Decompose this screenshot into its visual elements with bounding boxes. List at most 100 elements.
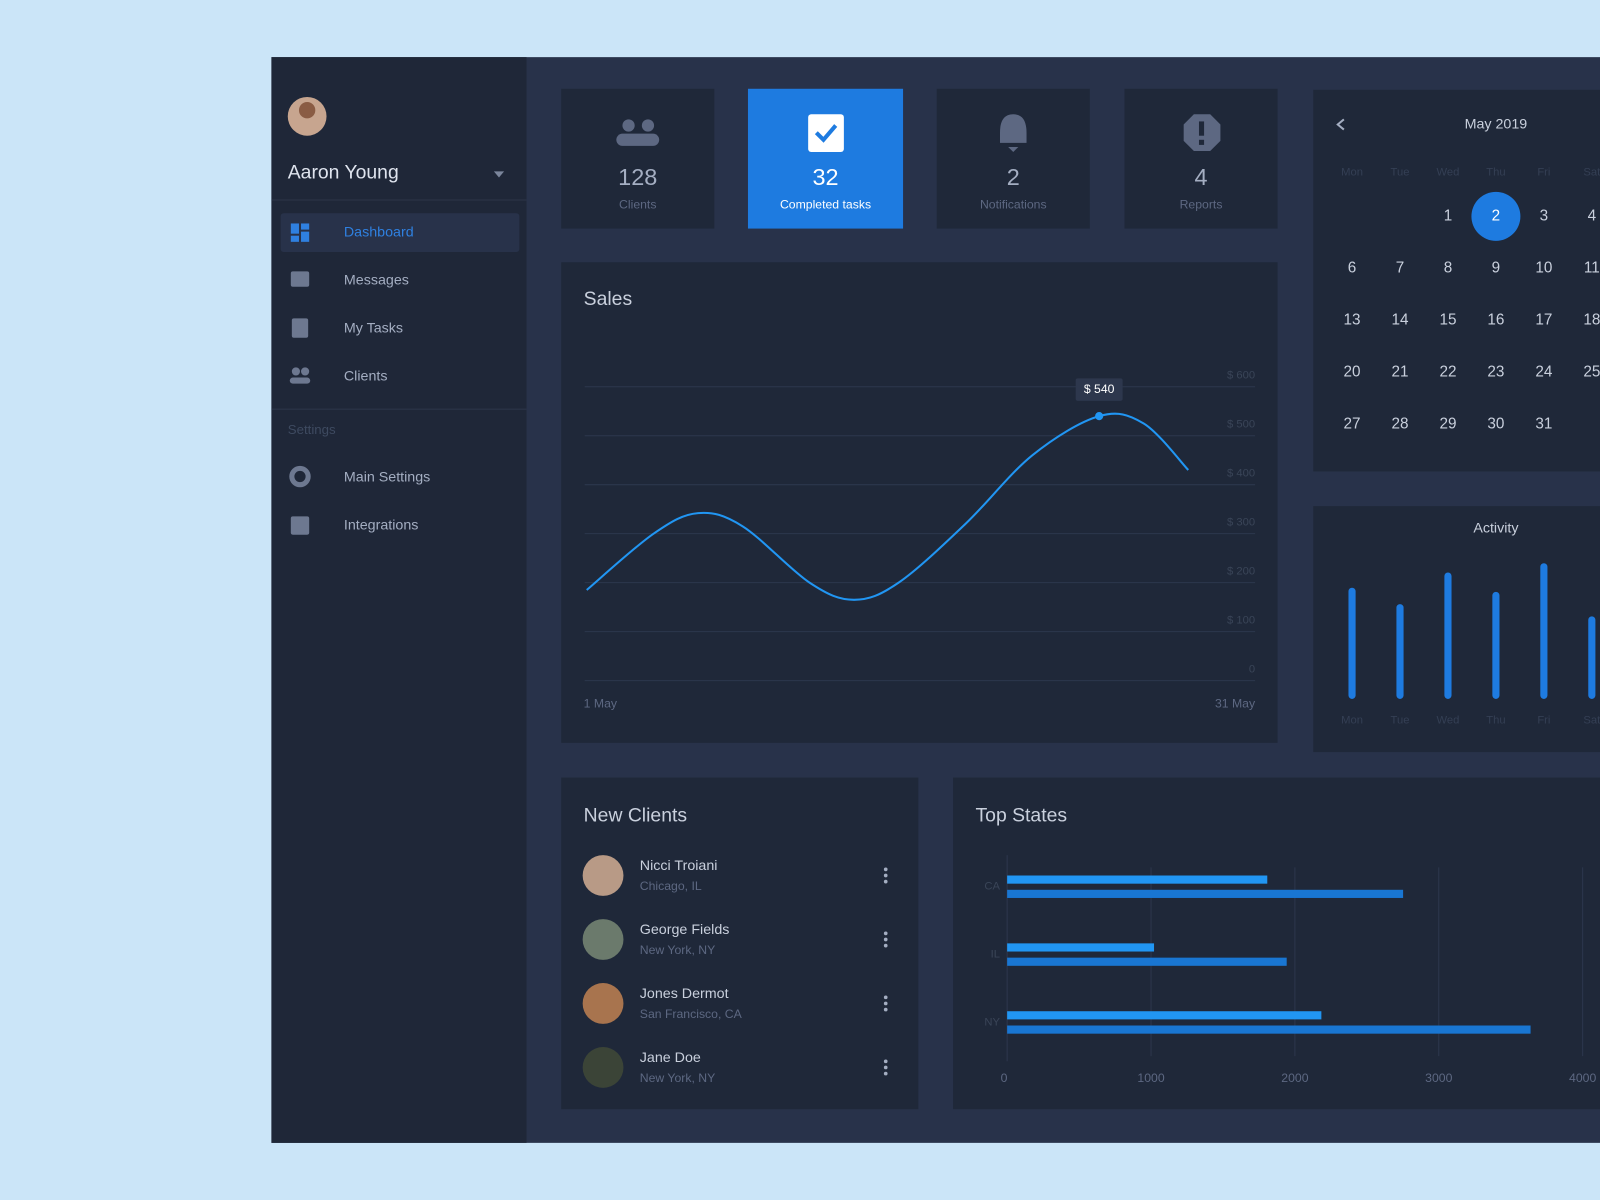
weekday: Thu xyxy=(1486,166,1505,178)
calendar-day[interactable]: 21 xyxy=(1391,363,1408,380)
activity-bar xyxy=(1540,563,1548,699)
calendar-day[interactable]: 23 xyxy=(1487,363,1504,380)
calendar-day[interactable]: 7 xyxy=(1396,259,1405,276)
stat-label: Clients xyxy=(619,197,656,211)
stat-card-active[interactable] xyxy=(747,88,904,229)
x-tick-label: 31 May xyxy=(1215,696,1256,710)
calendar-day[interactable]: 29 xyxy=(1439,416,1456,433)
calendar-day[interactable]: 16 xyxy=(1487,311,1504,328)
activity-bar xyxy=(1348,587,1356,699)
y-tick-label: IL xyxy=(991,949,1000,961)
calendar-day[interactable]: 31 xyxy=(1535,416,1552,433)
calendar-day[interactable]: 13 xyxy=(1344,311,1361,328)
task-icon xyxy=(808,114,844,153)
x-tick-label: Sat xyxy=(1583,714,1600,726)
calendar-day[interactable]: 9 xyxy=(1492,259,1501,276)
state-bar xyxy=(1007,1011,1322,1020)
menu-dot[interactable] xyxy=(883,937,888,942)
nav-item[interactable]: Dashboard xyxy=(344,224,414,240)
client-name: George Fields xyxy=(640,922,730,938)
calendar-day[interactable]: 2 xyxy=(1492,207,1501,224)
state-bar xyxy=(1007,875,1268,884)
calendar-day[interactable]: 11 xyxy=(1584,259,1600,276)
stat-card[interactable] xyxy=(936,88,1090,229)
menu-dot[interactable] xyxy=(883,1065,888,1070)
nav-item[interactable]: Main Settings xyxy=(344,469,430,485)
nav-item[interactable]: Integrations xyxy=(344,517,419,533)
calendar-day[interactable]: 1 xyxy=(1444,207,1453,224)
settings-icon xyxy=(289,465,311,488)
calendar-day[interactable]: 28 xyxy=(1391,416,1408,433)
y-tick-label: $ 500 xyxy=(1227,418,1255,430)
calendar-day[interactable]: 4 xyxy=(1588,207,1597,224)
point-marker[interactable] xyxy=(1095,412,1104,421)
client-location: San Francisco, CA xyxy=(640,1007,743,1021)
calendar-day[interactable]: 6 xyxy=(1348,259,1357,276)
clients-icon xyxy=(289,367,311,384)
prev-month[interactable] xyxy=(1336,118,1345,131)
calendar-day[interactable]: 17 xyxy=(1535,311,1552,328)
calendar-day[interactable]: 15 xyxy=(1439,311,1456,328)
calendar-day[interactable]: 30 xyxy=(1487,416,1504,433)
weekday: Tue xyxy=(1391,166,1410,178)
calendar-card xyxy=(1313,89,1600,472)
calendar-day[interactable]: 3 xyxy=(1540,207,1549,224)
user-name: Aaron Young xyxy=(288,162,399,184)
nav-item[interactable]: Clients xyxy=(344,368,388,384)
client-location: New York, NY xyxy=(640,943,715,957)
nav-item[interactable]: My Tasks xyxy=(344,320,403,336)
x-tick-label: 1000 xyxy=(1137,1071,1164,1085)
stat-value: 4 xyxy=(1194,164,1207,190)
card-title: New Clients xyxy=(584,804,687,826)
stat-value: 32 xyxy=(812,164,838,190)
nav-item[interactable]: Messages xyxy=(344,272,409,288)
calendar-day[interactable]: 8 xyxy=(1444,259,1453,276)
state-bar xyxy=(1007,889,1404,898)
menu-dot[interactable] xyxy=(883,943,888,948)
y-tick-label: $ 300 xyxy=(1227,516,1255,528)
weekday: Sat xyxy=(1583,166,1600,178)
dropdown-caret[interactable] xyxy=(493,171,505,178)
calendar-day[interactable]: 10 xyxy=(1535,259,1552,276)
menu-dot[interactable] xyxy=(883,995,888,1000)
stat-label: Reports xyxy=(1180,197,1223,211)
calendar-day[interactable]: 20 xyxy=(1344,363,1361,380)
x-tick-label: 1 May xyxy=(584,696,618,710)
menu-dot[interactable] xyxy=(883,931,888,936)
client-name: Nicci Troiani xyxy=(640,858,718,874)
client-name: Jane Doe xyxy=(640,1050,701,1066)
menu-dot[interactable] xyxy=(883,1059,888,1064)
x-tick-label: 0 xyxy=(1001,1071,1008,1085)
selected-day xyxy=(1471,191,1521,241)
y-tick-label: $ 200 xyxy=(1227,565,1255,577)
report-icon xyxy=(1183,114,1221,152)
x-tick-label: Tue xyxy=(1391,714,1410,726)
calendar-day[interactable]: 18 xyxy=(1583,311,1600,328)
stat-label: Notifications xyxy=(980,197,1047,211)
menu-dot[interactable] xyxy=(883,867,888,872)
calendar-day[interactable]: 24 xyxy=(1535,363,1553,380)
stat-card[interactable] xyxy=(1124,88,1278,229)
menu-dot[interactable] xyxy=(883,873,888,878)
avatar-face xyxy=(298,102,316,119)
menu-dot[interactable] xyxy=(883,879,888,884)
section-heading: Settings xyxy=(288,422,336,437)
sales-card xyxy=(561,262,1278,743)
activity-card xyxy=(1313,506,1600,753)
x-tick-label: 3000 xyxy=(1425,1071,1452,1085)
menu-dot[interactable] xyxy=(883,1007,888,1012)
calendar-day[interactable]: 25 xyxy=(1583,363,1600,380)
calendar-day[interactable]: 27 xyxy=(1344,416,1361,433)
activity-bar xyxy=(1492,591,1500,699)
menu-dot[interactable] xyxy=(883,1001,888,1006)
tooltip-bg xyxy=(1075,378,1123,401)
y-tick-label: NY xyxy=(984,1016,1000,1028)
y-tick-label: $ 600 xyxy=(1227,369,1255,381)
menu-dot[interactable] xyxy=(883,1071,888,1076)
x-tick-label: 2000 xyxy=(1281,1071,1308,1085)
calendar-day[interactable]: 22 xyxy=(1439,363,1456,380)
calendar-day[interactable]: 14 xyxy=(1391,311,1409,328)
stat-card[interactable] xyxy=(561,88,715,229)
